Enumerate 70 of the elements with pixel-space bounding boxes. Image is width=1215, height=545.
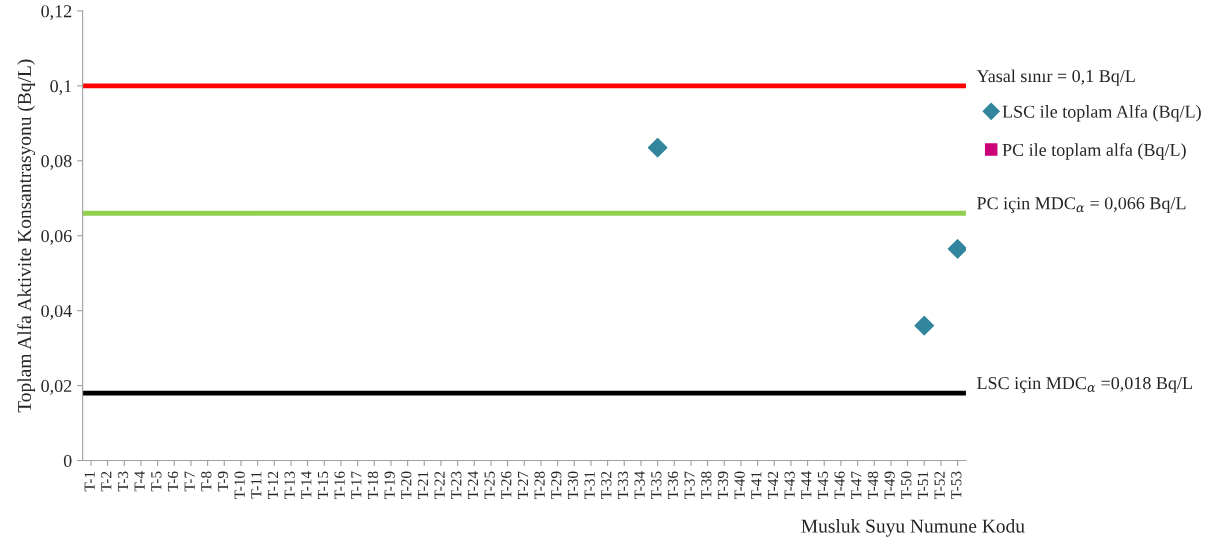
x-tick-label: T-30 [567,471,579,499]
x-tick-label: T-49 [884,471,895,499]
legend-label: PC ile toplam alfa (Bq/L) [1002,143,1186,160]
x-tick-label: T-48 [867,471,879,499]
x-tick-label: T-52 [934,471,945,499]
y-axis-title: Toplam Alfa Aktivite Konsantrasyonu (Bq/L) [17,59,36,413]
ref-line-label: Yasal sınır = 0,1 Bq/L [976,69,1135,86]
x-tick-label: T-11 [251,471,262,499]
x-tick-label: T-6 [167,471,179,492]
x-tick-label: T-16 [334,471,345,499]
x-tick-label: T-53 [951,471,962,499]
x-tick-label: T-33 [617,471,629,499]
x-tick-label: T-29 [551,471,562,499]
x-tick-label: T-19 [384,471,395,499]
x-tick-label: T-18 [367,471,379,499]
x-tick-label: T-20 [401,471,412,499]
x-tick-label: T-25 [484,471,495,499]
x-tick-label: T-4 [134,471,145,492]
x-tick-label: T-34 [634,471,645,499]
x-tick-label: T-32 [601,471,612,499]
x-axis-title: Musluk Suyu Numune Kodu [801,518,1025,537]
x-tick-label: T-39 [717,471,729,499]
x-tick-label: T-40 [734,471,745,499]
x-tick-label: T-10 [234,471,245,499]
x-tick-label: T-9 [217,471,229,492]
x-tick-label: T-17 [351,471,362,499]
x-tick-label: T-8 [201,471,212,492]
x-tick-label: T-26 [501,471,512,499]
x-tick-label: T-27 [517,471,528,499]
x-tick-label: T-14 [301,471,312,499]
x-tick-label: T-43 [784,471,795,499]
x-tick-label: T-2 [101,471,112,492]
x-tick-label: T-1 [84,471,95,492]
x-tick-label: T-7 [184,471,195,492]
ref-line-label: LSC için MDC$_{α}$ =0,018 Bq/L [977,377,1192,393]
point [914,315,935,336]
x-tick-label: T-28 [534,471,545,499]
x-tick-label: T-24 [467,471,478,499]
y-tick-label: 0,08 [41,155,72,170]
point [647,137,668,158]
x-tick-label: T-41 [751,471,762,499]
x-tick-label: T-23 [451,471,462,499]
x-tick-label: T-44 [801,471,812,499]
point [947,238,966,259]
x-tick-label: T-46 [834,471,845,499]
x-tick-label: T-51 [917,471,929,499]
y-tick-label: 0,04 [41,304,72,320]
x-tick-label: T-21 [417,471,428,499]
x-tick-label: T-35 [651,471,662,499]
x-tick-label: T-22 [434,471,445,499]
x-tick-label: T-42 [767,471,778,499]
x-tick-label: T-47 [851,471,862,499]
x-tick-label: T-31 [584,471,595,499]
x-tick-label: T-38 [701,471,712,499]
ref-line-label: PC için MDC$_{α}$ = 0,066 Bq/L [977,197,1186,214]
x-tick-label: T-50 [901,471,912,499]
legend-label: LSC ile toplam Alfa (Bq/L) [1002,104,1201,122]
x-tick-label: T-37 [684,471,695,499]
x-tick-label: T-45 [817,471,829,499]
y-tick-label: 0,12 [41,5,72,20]
x-tick-label: T-5 [151,471,162,492]
y-tick-label: 0,06 [41,229,72,245]
x-tick-label: T-12 [267,471,278,499]
y-tick-label: 0 [63,454,72,467]
y-tick-label: 0,1 [50,80,72,95]
x-tick-label: T-15 [317,471,329,499]
x-tick-label: T-13 [284,471,295,499]
y-tick-label: 0,02 [41,379,72,395]
x-tick-label: T-3 [117,471,129,492]
x-tick-label: T-36 [667,471,679,499]
